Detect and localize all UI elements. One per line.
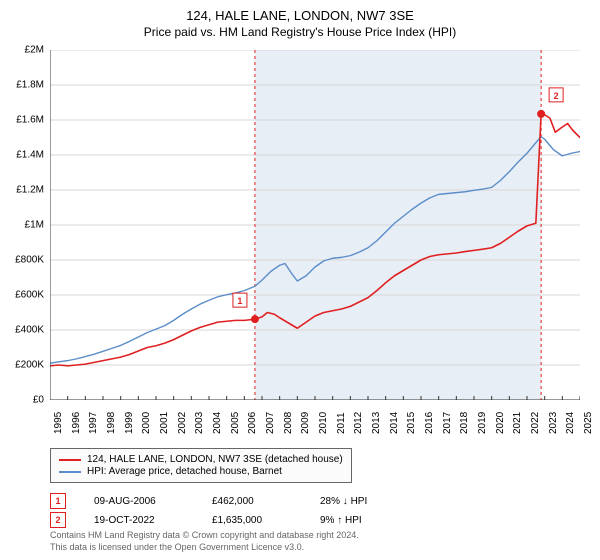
legend-swatch	[59, 471, 81, 473]
x-tick-label: 2000	[141, 412, 152, 434]
transaction-badge: 2	[50, 512, 66, 528]
x-tick-label: 1999	[124, 412, 135, 434]
x-tick-label: 2009	[300, 412, 311, 434]
x-tick-label: 2021	[512, 412, 523, 434]
x-tick-label: 1995	[53, 412, 64, 434]
legend-label: 124, HALE LANE, LONDON, NW7 3SE (detache…	[87, 454, 343, 465]
transaction-row: 1 09-AUG-2006 £462,000 28% ↓ HPI	[50, 493, 367, 509]
chart-container: 124, HALE LANE, LONDON, NW7 3SE Price pa…	[0, 0, 600, 560]
transactions-table: 1 09-AUG-2006 £462,000 28% ↓ HPI 2 19-OCT-202…	[50, 490, 367, 531]
y-tick-label: £1M	[25, 220, 44, 231]
y-tick-label: £1.4M	[16, 150, 44, 161]
x-tick-label: 1997	[88, 412, 99, 434]
footnote-line-2: This data is licensed under the Open Gov…	[50, 542, 359, 554]
y-tick-label: £800K	[15, 255, 44, 266]
transaction-badge: 1	[50, 493, 66, 509]
svg-text:2: 2	[554, 91, 559, 101]
transaction-delta: 28% ↓ HPI	[320, 496, 367, 507]
x-tick-label: 2001	[159, 412, 170, 434]
chart-title: 124, HALE LANE, LONDON, NW7 3SE	[0, 0, 600, 23]
legend-row: HPI: Average price, detached house, Barn…	[59, 466, 343, 477]
transaction-date: 19-OCT-2022	[94, 515, 184, 526]
x-tick-label: 2018	[459, 412, 470, 434]
x-tick-label: 2002	[177, 412, 188, 434]
y-tick-label: £0	[33, 395, 44, 406]
x-tick-label: 2022	[530, 412, 541, 434]
transaction-date: 09-AUG-2006	[94, 496, 184, 507]
svg-text:1: 1	[237, 296, 242, 306]
x-tick-label: 2007	[265, 412, 276, 434]
legend-swatch	[59, 459, 81, 461]
x-tick-label: 2016	[424, 412, 435, 434]
y-axis-ticks: £0£200K£400K£600K£800K£1M£1.2M£1.4M£1.6M…	[0, 50, 50, 400]
transaction-row: 2 19-OCT-2022 £1,635,000 9% ↑ HPI	[50, 512, 367, 528]
x-tick-label: 2019	[477, 412, 488, 434]
x-tick-label: 2013	[371, 412, 382, 434]
x-tick-label: 2023	[548, 412, 559, 434]
x-tick-label: 2025	[583, 412, 594, 434]
x-tick-label: 2006	[247, 412, 258, 434]
transaction-price: £462,000	[212, 496, 292, 507]
y-tick-label: £200K	[15, 360, 44, 371]
transaction-delta: 9% ↑ HPI	[320, 515, 362, 526]
chart-plot-area: 12	[50, 50, 580, 400]
y-tick-label: £600K	[15, 290, 44, 301]
x-tick-label: 2024	[565, 412, 576, 434]
transaction-price: £1,635,000	[212, 515, 292, 526]
chart-svg: 12	[50, 50, 580, 400]
x-tick-label: 2004	[212, 412, 223, 434]
y-tick-label: £1.8M	[16, 80, 44, 91]
legend-label: HPI: Average price, detached house, Barn…	[87, 466, 282, 477]
x-tick-label: 2020	[495, 412, 506, 434]
x-tick-label: 2008	[283, 412, 294, 434]
x-tick-label: 2010	[318, 412, 329, 434]
x-tick-label: 2014	[389, 412, 400, 434]
footnote-line-1: Contains HM Land Registry data © Crown c…	[50, 530, 359, 542]
y-tick-label: £400K	[15, 325, 44, 336]
x-tick-label: 1996	[71, 412, 82, 434]
legend-row: 124, HALE LANE, LONDON, NW7 3SE (detache…	[59, 454, 343, 465]
chart-subtitle: Price paid vs. HM Land Registry's House …	[0, 25, 600, 39]
legend: 124, HALE LANE, LONDON, NW7 3SE (detache…	[50, 448, 352, 483]
x-tick-label: 2005	[230, 412, 241, 434]
x-tick-label: 2017	[442, 412, 453, 434]
x-tick-label: 2012	[353, 412, 364, 434]
footnote: Contains HM Land Registry data © Crown c…	[50, 530, 359, 553]
y-tick-label: £1.2M	[16, 185, 44, 196]
x-tick-label: 1998	[106, 412, 117, 434]
x-tick-label: 2015	[406, 412, 417, 434]
x-tick-label: 2003	[194, 412, 205, 434]
x-tick-label: 2011	[336, 412, 347, 434]
y-tick-label: £1.6M	[16, 115, 44, 126]
y-tick-label: £2M	[25, 45, 44, 56]
x-axis-ticks: 1995 1996 1997 1998 1999 2000 2001 2002 2003 2004…	[50, 400, 580, 450]
